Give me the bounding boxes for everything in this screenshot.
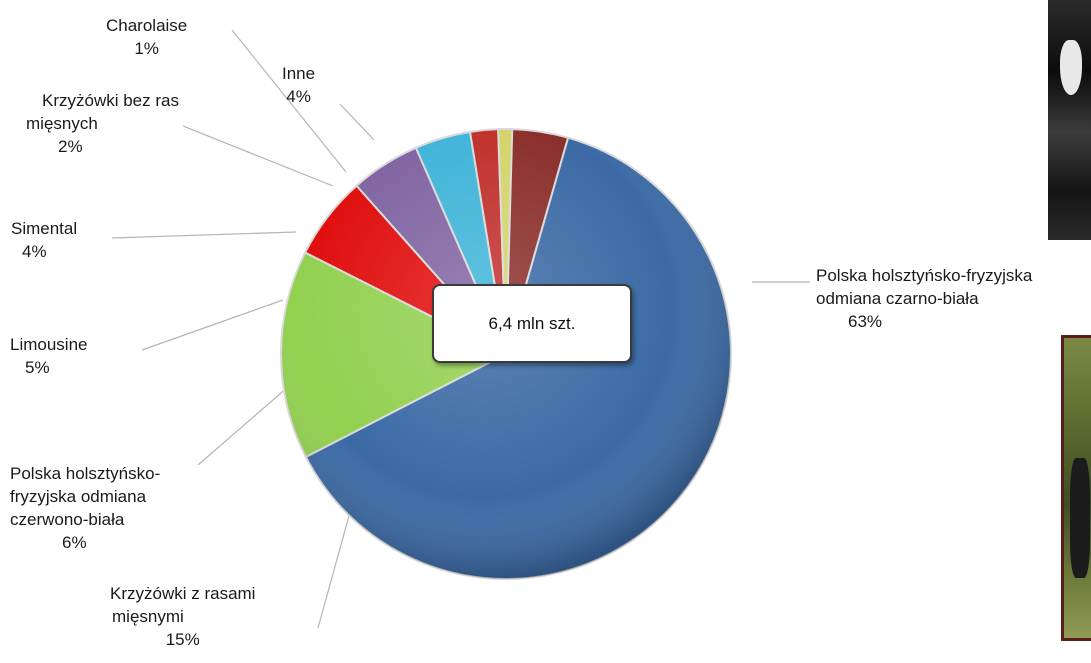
leader-line: [317, 504, 353, 629]
leader-line: [197, 379, 297, 466]
leader-line: [111, 231, 297, 239]
label-charolaise: Charolaise 1%: [106, 16, 188, 58]
label-limousine: Limousine 5%: [10, 335, 88, 377]
label-krzyzowki-z-rasami: Krzyżówki z rasami mięsnymi 15%: [110, 584, 256, 649]
total-label: 6,4 mln szt.: [488, 313, 576, 333]
label-krzyzowki-bez-ras: Krzyżówki bez ras mięsnych 2%: [26, 91, 179, 156]
cow-photo-top: [1048, 0, 1091, 240]
leader-line: [339, 103, 375, 141]
label-polska-hf-czerwono-biala: Polska holsztyńsko- fryzyjska odmiana cz…: [10, 464, 161, 552]
label-simental: Simental 4%: [11, 219, 78, 261]
leader-line: [141, 299, 284, 351]
leader-line: [182, 125, 334, 187]
total-label-box: 6,4 mln szt.: [432, 284, 632, 363]
label-inne: Inne 4%: [282, 64, 316, 106]
label-polska-hf-czarno-biala: Polska holsztyńsko-fryzyjska odmiana cza…: [816, 266, 1033, 331]
cow-photo-bottom: [1061, 335, 1091, 641]
